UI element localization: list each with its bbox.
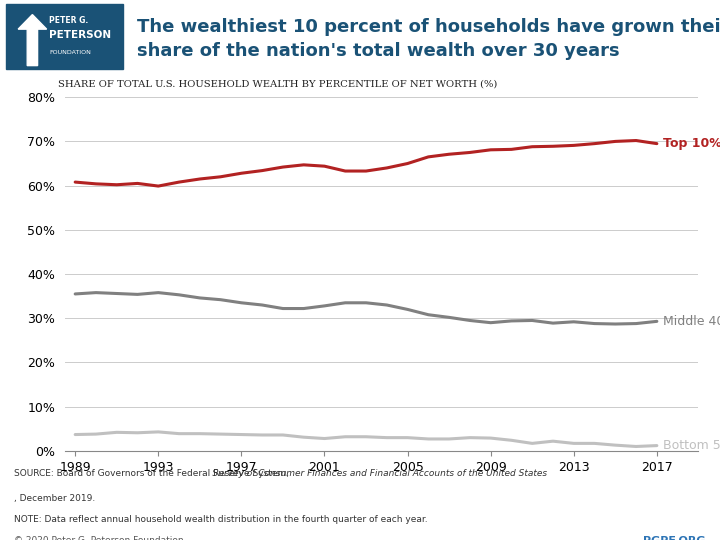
Text: Top 10%: Top 10% [663, 137, 720, 150]
Text: FOUNDATION: FOUNDATION [49, 50, 91, 55]
Text: SOURCE: Board of Governors of the Federal Reserve System,: SOURCE: Board of Governors of the Federa… [14, 469, 292, 478]
FancyArrow shape [18, 15, 47, 65]
Text: Bottom 50%: Bottom 50% [663, 439, 720, 452]
Text: PGPF.ORG: PGPF.ORG [643, 536, 706, 540]
Text: The wealthiest 10 percent of households have grown their
share of the nation's t: The wealthiest 10 percent of households … [137, 18, 720, 60]
Text: Middle 40%: Middle 40% [663, 315, 720, 328]
Text: PETER G.: PETER G. [49, 16, 89, 25]
Text: PETERSON: PETERSON [49, 30, 112, 40]
Text: Survey of Consumer Finances and Financial Accounts of the United States: Survey of Consumer Finances and Financia… [14, 469, 547, 478]
Text: SHARE OF TOTAL U.S. HOUSEHOLD WEALTH BY PERCENTILE OF NET WORTH (%): SHARE OF TOTAL U.S. HOUSEHOLD WEALTH BY … [58, 79, 497, 88]
Text: NOTE: Data reflect annual household wealth distribution in the fourth quarter of: NOTE: Data reflect annual household weal… [14, 515, 428, 524]
Text: , December 2019.: , December 2019. [14, 494, 96, 503]
Text: © 2020 Peter G. Peterson Foundation: © 2020 Peter G. Peterson Foundation [14, 536, 184, 540]
